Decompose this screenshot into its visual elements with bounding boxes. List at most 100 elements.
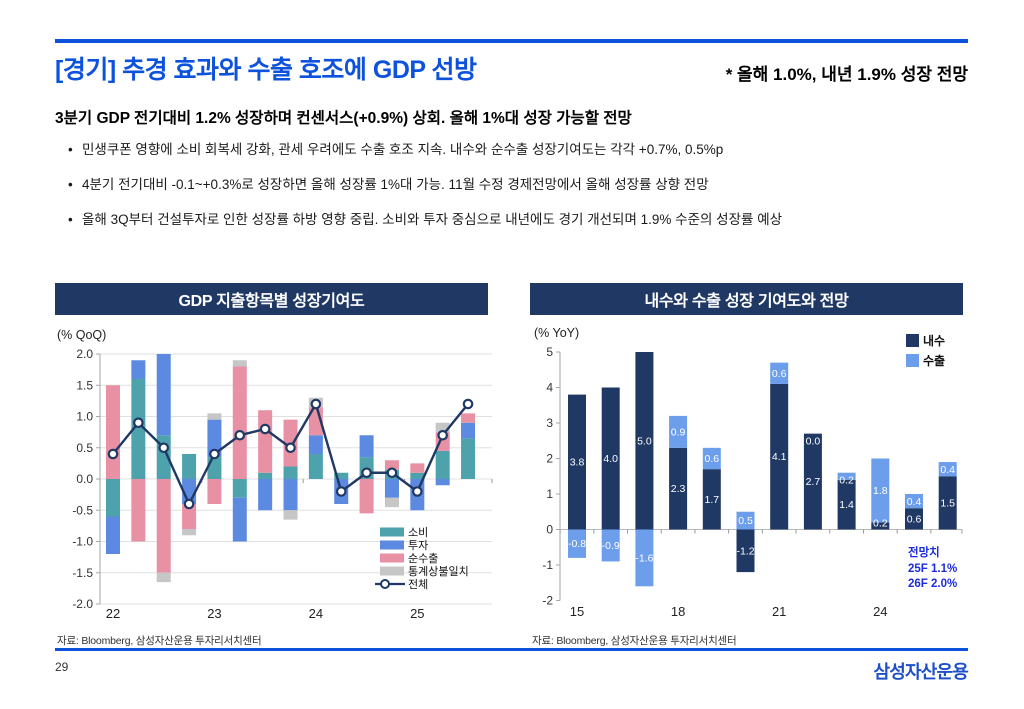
bar-segment — [837, 472, 856, 480]
bar-segment — [568, 394, 586, 530]
svg-text:0.5: 0.5 — [738, 515, 753, 527]
bar-segment — [207, 419, 222, 458]
line-marker — [335, 486, 347, 497]
line-marker — [462, 398, 474, 410]
svg-text:15: 15 — [570, 604, 584, 619]
svg-text:2.7: 2.7 — [806, 476, 821, 488]
bar-segment — [207, 413, 222, 420]
bullet-dot-icon: • — [68, 212, 73, 227]
svg-text:25: 25 — [410, 606, 424, 621]
svg-text:-1.2: -1.2 — [736, 545, 754, 557]
gdp-contribution-chart: 2.0 1.5 1.0 0.5 0.0 -0.5 -1.0 -1.5 -2.0 22 23 24 25 소… — [72, 347, 493, 621]
svg-text:통계상불일치: 통계상불일치 — [408, 564, 469, 578]
bar-segment — [106, 385, 120, 479]
svg-text:1.5: 1.5 — [940, 497, 955, 509]
svg-text:2.3: 2.3 — [671, 483, 686, 495]
bar-segment — [601, 387, 620, 530]
svg-text:-0.5: -0.5 — [72, 503, 93, 517]
summary-bullet: • 4분기 전기대비 -0.1~+0.3%로 성장하면 올해 성장률 1%대 가능… — [68, 177, 978, 192]
bar-segment — [156, 572, 171, 583]
bar-segment — [258, 472, 273, 479]
line-marker — [133, 417, 144, 429]
company-logo: 삼성자산운용 — [873, 662, 968, 682]
bar-segment — [461, 422, 476, 439]
svg-text:0.5: 0.5 — [76, 441, 93, 455]
bar-segment — [702, 447, 721, 470]
line-marker — [158, 442, 170, 454]
svg-text:0.6: 0.6 — [772, 368, 787, 380]
forecast-annotation-line: 전망치 — [908, 547, 940, 559]
bar-segment — [156, 479, 171, 573]
bar-segment — [283, 510, 298, 520]
bar-segment — [308, 435, 323, 454]
bar-segment — [736, 529, 755, 573]
line-marker — [285, 442, 296, 454]
svg-text:0.2: 0.2 — [839, 475, 854, 487]
svg-text:3.8: 3.8 — [570, 457, 585, 469]
bullet-text: 4분기 전기대비 -0.1~+0.3%로 성장하면 올해 성장률 1%대 가능.… — [82, 177, 709, 192]
line-marker — [107, 448, 119, 460]
forecast-annotation-line: 25F 1.1% — [908, 562, 958, 575]
right-chart-axis-unit: (% YoY) — [534, 326, 580, 340]
bar-segment — [938, 476, 957, 530]
x-axis-labels: 15 18 21 24 — [570, 604, 888, 619]
svg-text:0.0: 0.0 — [806, 436, 821, 448]
line-marker — [386, 467, 398, 479]
svg-text:-1.6: -1.6 — [635, 552, 653, 564]
bar-segment — [131, 360, 146, 379]
title-forecast-note: * 올해 1.0%, 내년 1.9% 성장 전망 — [725, 65, 968, 84]
bar-segment — [182, 504, 197, 529]
total-line — [107, 398, 474, 510]
bar-segment — [568, 529, 586, 558]
bar-segment — [702, 469, 721, 530]
summary-heading: 3분기 GDP 전기대비 1.2% 성장하며 컨센서스(+0.9%) 상회. 올… — [55, 110, 632, 127]
left-chart-source: 자료: Bloomberg, 삼성자산운용 투자리서치센터 — [57, 635, 262, 647]
left-chart-axis-unit: (% QoQ) — [57, 328, 107, 342]
svg-text:24: 24 — [873, 604, 887, 619]
svg-text:투자: 투자 — [408, 539, 428, 552]
left-chart-title: GDP 지출항목별 성장기여도 — [55, 283, 488, 315]
bar-segment — [258, 479, 273, 511]
bar-segment — [384, 497, 399, 508]
bar-segment — [384, 460, 399, 470]
bar-segment — [461, 413, 476, 423]
svg-text:수출: 수출 — [923, 353, 945, 368]
line-marker — [310, 398, 322, 410]
svg-text:1.7: 1.7 — [704, 494, 719, 506]
top-divider-rule — [55, 39, 968, 43]
stacked-bars — [568, 352, 957, 587]
bar-segment — [461, 438, 476, 479]
svg-text:3: 3 — [546, 416, 553, 430]
svg-text:2.0: 2.0 — [76, 347, 93, 361]
svg-text:5: 5 — [546, 345, 553, 359]
svg-text:-0.9: -0.9 — [602, 540, 620, 552]
bar-segment — [131, 379, 146, 479]
svg-text:2: 2 — [546, 452, 553, 466]
svg-text:-2.0: -2.0 — [72, 597, 93, 611]
bar-segment — [435, 422, 450, 433]
bar-segment — [232, 479, 247, 498]
summary-bullet: • 올해 3Q부터 건설투자로 인한 성장률 하방 영향 중립. 소비와 투자 중… — [68, 212, 978, 227]
forecast-annotation-line: 26F 2.0% — [908, 578, 958, 590]
bullet-dot-icon: • — [68, 177, 73, 192]
bar-labels: 3.8 -0.8 4.0 -0.9 5.0 -1.6 2.3 0.9 1.7 0.6 -1.2 0.5… — [568, 368, 955, 565]
x-axis-labels: 22 23 24 25 — [106, 606, 425, 621]
svg-text:0.2: 0.2 — [873, 518, 888, 530]
bar-segment — [283, 466, 298, 479]
bar-segment — [232, 366, 247, 479]
bar-segment — [182, 529, 197, 536]
bar-segment — [871, 522, 890, 530]
line-marker — [183, 498, 195, 510]
bar-segment — [308, 454, 323, 479]
svg-text:24: 24 — [309, 606, 323, 621]
bar-segment — [283, 479, 298, 511]
svg-text:내수: 내수 — [923, 333, 945, 348]
bar-segment — [359, 435, 374, 458]
svg-text:1.4: 1.4 — [839, 499, 854, 511]
line-marker — [259, 423, 271, 435]
svg-text:1.0: 1.0 — [76, 410, 93, 424]
bar-segment — [770, 362, 789, 384]
